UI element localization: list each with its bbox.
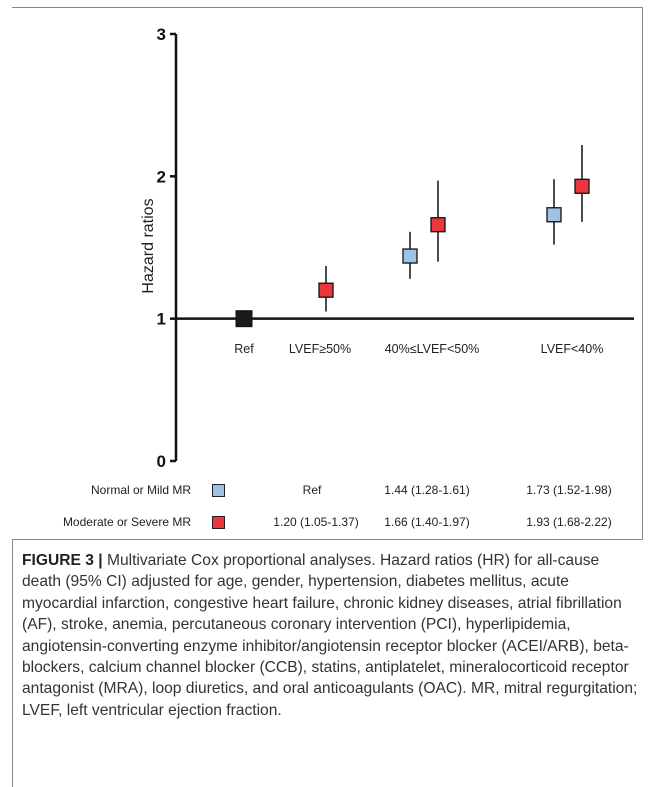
table-cell: 1.73 (1.52-1.98)	[526, 483, 612, 497]
figure-label: FIGURE 3 |	[22, 552, 103, 569]
hr-point-marker	[318, 282, 334, 298]
y-tick-label: 0	[157, 452, 166, 471]
y-tick-label: 3	[157, 25, 166, 44]
table-row-label: Moderate or Severe MR	[62, 515, 191, 529]
frame-right-border	[642, 7, 643, 540]
reference-point-marker	[235, 310, 253, 328]
x-category-label: LVEF≥50%	[289, 342, 351, 356]
hr-point-marker	[430, 217, 446, 233]
y-tick-label: 2	[157, 167, 166, 186]
table-cell: 1.66 (1.40-1.97)	[384, 515, 470, 529]
table-cell: 1.93 (1.68-2.22)	[526, 515, 612, 529]
caption-text: Multivariate Cox proportional analyses. …	[22, 552, 638, 719]
table-cell: 1.44 (1.28-1.61)	[384, 483, 470, 497]
x-category-label: LVEF<40%	[541, 342, 604, 356]
x-category-label: 40%≤LVEF<50%	[385, 342, 480, 356]
table-cell: 1.20 (1.05-1.37)	[273, 515, 359, 529]
frame-left-border	[12, 539, 13, 787]
hr-point-marker	[546, 207, 562, 223]
hr-point-marker	[402, 248, 418, 264]
table-cell: Ref	[302, 483, 322, 497]
hazard-ratio-chart: 0 1 2 3 Ref LVEF≥50% 40%≤LVEF<50% LVEF<40% Haza…	[140, 25, 634, 471]
table-row-label: Normal or Mild MR	[90, 483, 191, 497]
y-tick-label: 1	[157, 310, 166, 329]
hr-point-marker	[574, 178, 590, 194]
frame-top-border	[12, 7, 643, 8]
figure-caption: FIGURE 3 | Multivariate Cox proportional…	[22, 550, 642, 721]
x-category-label: Ref	[234, 342, 254, 356]
table-row-swatch	[212, 484, 225, 497]
y-axis-label: Hazard ratios	[140, 198, 157, 293]
table-row-swatch	[212, 516, 225, 529]
frame-divider	[12, 539, 643, 540]
